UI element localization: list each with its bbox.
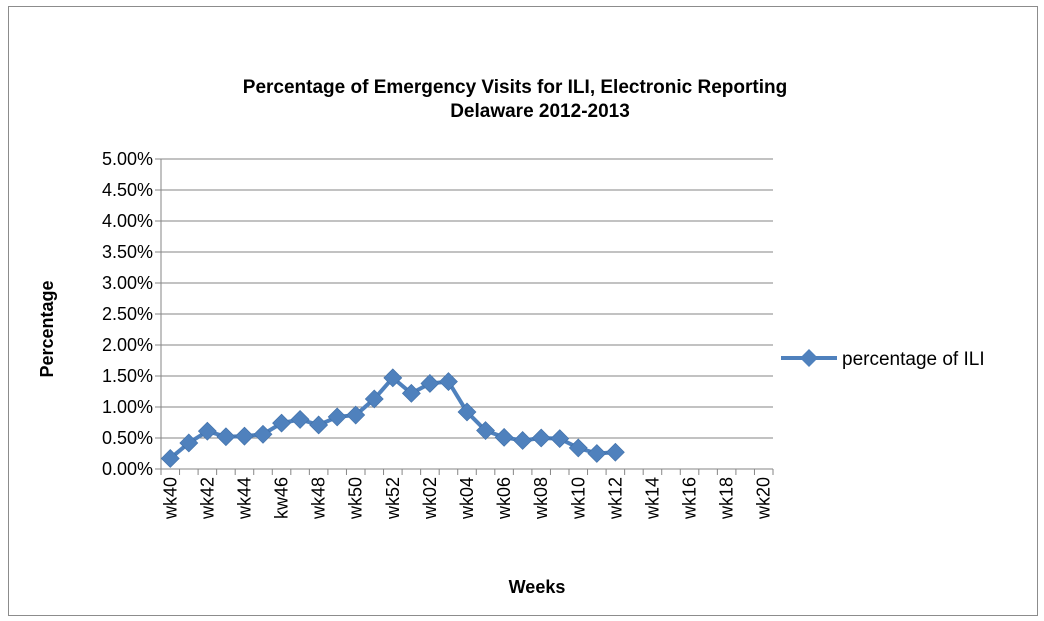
x-tick-label: wk16: [680, 477, 700, 520]
x-tick-label: wk44: [234, 477, 254, 520]
chart-subtitle: Delaware 2012-2013: [450, 101, 630, 122]
gridlines: [161, 158, 773, 439]
y-tick-label: 1.00%: [102, 397, 153, 417]
legend: percentage of ILI: [781, 349, 985, 370]
y-tick-label: 5.00%: [102, 149, 153, 169]
x-tick-label: wk20: [754, 477, 774, 520]
data-point: [272, 413, 291, 433]
x-tick-label: wk18: [717, 477, 737, 520]
y-tick-label: 4.00%: [102, 211, 153, 231]
data-point: [568, 438, 588, 458]
x-axis: wk40 wk42 wk44 kw46 wk48 wk50 wk52 wk02 wk04 wk06…: [160, 468, 774, 520]
y-tick-label: 0.50%: [102, 428, 153, 448]
legend-diamond-marker: [800, 349, 818, 367]
x-axis-title: Weeks: [509, 577, 566, 597]
y-tick-label: 2.50%: [102, 304, 153, 324]
data-point: [494, 427, 514, 447]
legend-label: percentage of ILI: [842, 349, 985, 370]
x-tick-label: wk52: [383, 477, 403, 520]
data-point: [216, 427, 236, 447]
data-point: [290, 409, 310, 429]
data-point: [605, 442, 625, 462]
y-tick-label: 3.00%: [102, 273, 153, 293]
chart-svg: Percentage of Emergency Visits for ILI, …: [37, 77, 985, 597]
data-point: [383, 368, 403, 388]
data-point: [179, 433, 199, 453]
data-point: [457, 402, 477, 422]
y-tick-label: 0.00%: [102, 459, 153, 479]
y-axis: 0.00% 0.50% 1.00% 1.50% 2.00% 2.50% 3.00% 3.50%…: [102, 149, 162, 479]
x-tick-label: wk12: [605, 477, 625, 520]
x-tick-label: wk40: [160, 477, 180, 520]
data-point: [420, 374, 440, 393]
x-tick-label: wk06: [494, 477, 514, 520]
x-tick-label: wk48: [309, 477, 329, 520]
data-point: [197, 421, 217, 441]
y-tick-label: 4.50%: [102, 180, 153, 200]
data-point: [476, 421, 495, 440]
y-tick-label: 3.50%: [102, 242, 153, 262]
y-tick-label: 1.50%: [102, 366, 153, 386]
data-point: [327, 407, 347, 427]
data-point: [550, 429, 570, 449]
data-point: [513, 431, 533, 450]
chart-title: Percentage of Emergency Visits for ILI, …: [243, 77, 787, 98]
x-tick-label: wk42: [197, 477, 217, 520]
data-point: [531, 428, 551, 448]
y-tick-label: 2.00%: [102, 335, 153, 355]
x-tick-label: wk08: [531, 477, 551, 520]
x-tick-label: wk10: [568, 477, 588, 520]
x-tick-label: wk50: [346, 477, 366, 520]
chart-frame: Percentage of Emergency Visits for ILI, …: [8, 6, 1038, 616]
x-tick-label: wk14: [642, 477, 662, 520]
data-point: [587, 444, 607, 463]
y-axis-title: Percentage: [37, 280, 57, 377]
series-line: [168, 375, 616, 460]
x-tick-label: wk02: [420, 477, 440, 520]
data-point: [401, 383, 421, 403]
data-point: [235, 426, 254, 446]
data-point: [309, 415, 329, 435]
data-point: [364, 389, 384, 409]
data-point: [253, 424, 273, 444]
data-point: [160, 449, 180, 468]
series-percentage-of-ili: [160, 368, 625, 468]
data-point: [439, 372, 458, 392]
x-tick-label: kw46: [272, 477, 292, 519]
data-point: [346, 405, 366, 425]
x-tick-label: wk04: [457, 477, 477, 520]
